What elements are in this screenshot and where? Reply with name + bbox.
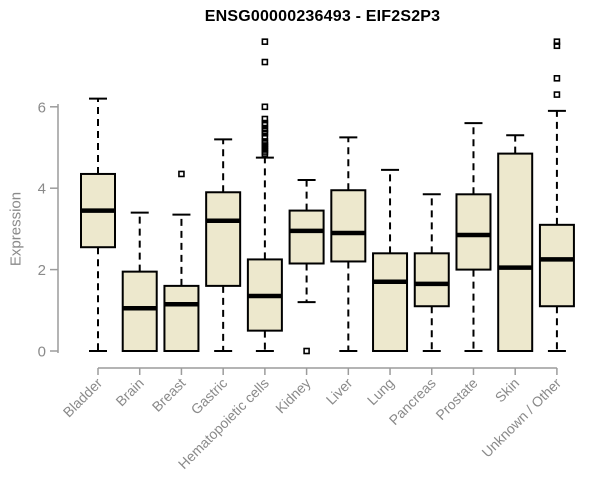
outlier-hematopoietic-cells-10 — [261, 125, 269, 133]
outlier-unknown-other-0 — [553, 91, 561, 98]
box-skin — [497, 152, 534, 352]
x-tick-label-prostate: Prostate — [432, 375, 480, 423]
x-tick-label-bladder: Bladder — [60, 375, 106, 421]
x-tick-label-kidney: Kidney — [272, 375, 314, 417]
box-breast — [163, 284, 200, 353]
box-pancreas — [413, 252, 450, 308]
box-liver — [330, 189, 367, 263]
y-tick-label-2: 2 — [38, 262, 46, 279]
outlier-hematopoietic-cells-6 — [261, 138, 269, 145]
outlier-breast-0 — [178, 170, 185, 178]
outlier-hematopoietic-cells-14 — [261, 103, 269, 111]
outlier-hematopoietic-cells-12 — [261, 119, 269, 127]
x-tick-label-liver: Liver — [323, 375, 356, 408]
box-kidney — [288, 209, 325, 265]
outlier-hematopoietic-cells-16 — [261, 38, 269, 45]
outlier-unknown-other-1 — [553, 75, 561, 82]
box-lung — [372, 252, 409, 353]
outlier-kidney-0 — [303, 347, 310, 355]
outlier-unknown-other-3 — [553, 38, 561, 45]
y-tick-label-0: 0 — [38, 344, 46, 361]
outlier-hematopoietic-cells-7 — [261, 134, 269, 141]
x-tick-label-breast: Breast — [149, 375, 189, 415]
y-tick-label-6: 6 — [38, 99, 46, 116]
box-unknown-other — [538, 223, 575, 308]
chart-title: ENSG00000236493 - EIF2S2P3 — [204, 8, 441, 25]
x-tick-label-lung: Lung — [364, 375, 397, 408]
y-tick-label-4: 4 — [38, 181, 46, 198]
outlier-hematopoietic-cells-13 — [261, 115, 269, 123]
box-prostate — [455, 193, 492, 271]
x-tick-label-unknown-other: Unknown / Other — [478, 375, 564, 461]
x-tick-label-skin: Skin — [492, 375, 523, 406]
x-tick-label-brain: Brain — [112, 375, 146, 409]
box-brain — [121, 270, 158, 353]
box-gastric — [205, 191, 242, 287]
outlier-hematopoietic-cells-15 — [261, 58, 269, 66]
outlier-unknown-other-2 — [553, 42, 561, 50]
